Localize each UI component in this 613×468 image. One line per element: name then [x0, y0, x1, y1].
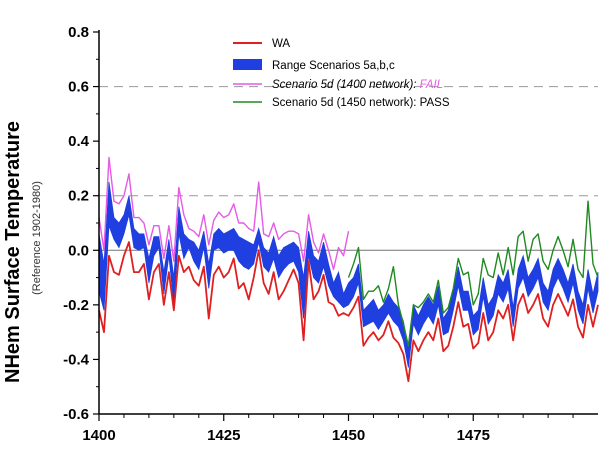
legend-label-scenario-1400: Scenario 5d (1400 network): FAIL — [272, 79, 443, 91]
gridlines — [99, 86, 598, 251]
x-tick-label: 1400 — [82, 427, 115, 444]
legend-label-scenario-1400-text: Scenario 5d (1400 network): — [272, 79, 420, 91]
scenario-1400-line — [98, 156, 350, 271]
y-tick-label: 0.4 — [68, 133, 90, 150]
wa-line — [98, 241, 599, 383]
y-tick-label: 0.2 — [68, 188, 89, 205]
legend-label-wa: WA — [272, 38, 290, 50]
x-tick-label: 1475 — [457, 427, 490, 444]
x-tick-label: 1425 — [207, 427, 240, 444]
y-axis-label: NHem Surface Temperature — [2, 121, 24, 383]
plot-series — [98, 156, 599, 383]
y-tick-label: 0.6 — [68, 79, 89, 96]
y-tick-label: 0.0 — [68, 242, 89, 259]
axes: 0.8 0.6 0.4 0.2 0.0 -0.2 -0.4 -0.6 1400 1425 1450 1… — [63, 24, 598, 444]
y-tick-label: -0.4 — [63, 351, 90, 368]
legend: WA Range Scenarios 5a,b,c Scenario 5d (1… — [233, 38, 450, 109]
y-axis-sublabel: (Reference 1902-1980) — [31, 181, 43, 295]
x-tick-label: 1450 — [332, 427, 365, 444]
legend-label-scenario-1400-fail: FAIL — [420, 79, 443, 91]
range-band — [98, 182, 599, 368]
y-tick-label: -0.6 — [63, 406, 89, 423]
legend-swatch-range — [233, 59, 262, 70]
y-tick-label: 0.8 — [68, 24, 89, 41]
scenario-1450-line — [347, 200, 599, 347]
legend-label-scenario-1450: Scenario 5d (1450 network): PASS — [272, 97, 450, 109]
y-tick-label: -0.2 — [63, 297, 89, 314]
legend-label-range: Range Scenarios 5a,b,c — [272, 60, 395, 72]
